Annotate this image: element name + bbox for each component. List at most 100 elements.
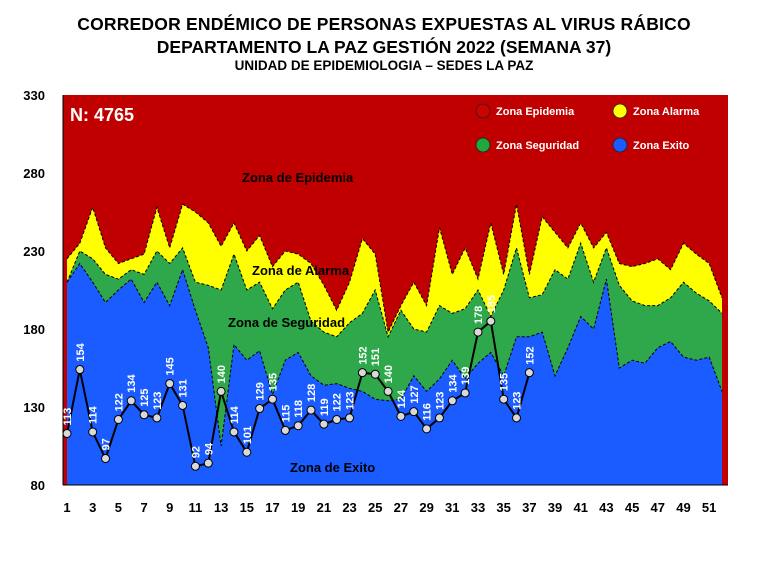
observed-data-label: 134 xyxy=(126,374,138,393)
observed-point xyxy=(113,414,123,424)
legend-label: Zona Exito xyxy=(633,140,690,152)
y-tick-label: 130 xyxy=(23,400,45,415)
n-total-annotation: N: 4765 xyxy=(70,105,134,125)
x-tick-label: 21 xyxy=(317,500,331,515)
chart-subtitle: DEPARTAMENTO LA PAZ GESTIÓN 2022 (SEMANA… xyxy=(156,37,612,57)
x-tick-label: 29 xyxy=(419,500,433,515)
observed-point xyxy=(447,396,457,406)
observed-data-label: 154 xyxy=(75,342,87,361)
legend-marker xyxy=(475,137,491,153)
legend-marker xyxy=(475,103,491,119)
x-tick-label: 3 xyxy=(89,500,96,515)
observed-point xyxy=(88,427,98,437)
observed-point xyxy=(357,368,367,378)
observed-point xyxy=(280,425,290,435)
observed-data-label: 151 xyxy=(370,348,382,366)
observed-data-label: 114 xyxy=(229,405,241,424)
observed-data-label: 129 xyxy=(255,382,267,400)
x-tick-label: 41 xyxy=(573,500,587,515)
x-tick-label: 43 xyxy=(599,500,613,515)
x-tick-label: 17 xyxy=(265,500,279,515)
observed-data-label: 178 xyxy=(473,306,485,324)
x-tick-label: 35 xyxy=(496,500,510,515)
observed-point xyxy=(229,427,239,437)
x-tick-label: 13 xyxy=(214,500,228,515)
observed-data-label: 152 xyxy=(524,346,536,364)
observed-point xyxy=(255,404,265,414)
observed-point xyxy=(422,424,432,434)
zone-exito-boundary xyxy=(66,262,723,447)
observed-data-label: 185 xyxy=(486,295,498,313)
observed-point xyxy=(126,396,136,406)
x-tick-label: 25 xyxy=(368,500,382,515)
observed-data-label: 113 xyxy=(62,408,74,426)
x-tick-label: 1 xyxy=(63,500,70,515)
observed-point xyxy=(409,407,419,417)
observed-data-label: 92 xyxy=(190,446,202,458)
x-tick-label: 47 xyxy=(651,500,665,515)
observed-point xyxy=(460,388,470,398)
observed-point xyxy=(396,411,406,421)
observed-point xyxy=(434,413,444,423)
y-tick-label: 330 xyxy=(23,88,45,103)
x-tick-label: 45 xyxy=(625,500,639,515)
observed-data-label: 116 xyxy=(422,403,434,421)
y-tick-label: 80 xyxy=(31,478,45,493)
legend-marker xyxy=(612,103,628,119)
observed-point xyxy=(203,458,213,468)
x-tick-label: 23 xyxy=(342,500,356,515)
observed-point xyxy=(75,365,85,375)
observed-point xyxy=(512,413,522,423)
zone-label: Zona de Epidemia xyxy=(242,170,354,185)
legend-label: Zona Alarma xyxy=(633,106,700,118)
observed-data-label: 125 xyxy=(139,388,151,406)
zone-label: Zona de Alarma xyxy=(252,263,350,278)
observed-data-label: 145 xyxy=(165,357,177,375)
observed-data-label: 152 xyxy=(357,346,369,364)
observed-point xyxy=(178,400,188,410)
observed-data-label: 140 xyxy=(216,365,228,383)
observed-data-label: 114 xyxy=(88,405,100,424)
observed-data-label: 124 xyxy=(396,389,408,408)
x-tick-label: 11 xyxy=(189,500,203,515)
x-tick-label: 7 xyxy=(140,500,147,515)
observed-data-label: 101 xyxy=(242,426,254,444)
observed-point xyxy=(332,414,342,424)
zone-label: Zona de Seguridad xyxy=(228,315,345,330)
x-tick-label: 5 xyxy=(115,500,122,515)
zone-seguridad-boundary xyxy=(66,241,723,339)
observed-point xyxy=(383,386,393,396)
chart-title: CORREDOR ENDÉMICO DE PERSONAS EXPUESTAS … xyxy=(77,14,691,34)
observed-point xyxy=(190,461,200,471)
observed-data-label: 123 xyxy=(512,392,524,410)
x-tick-label: 15 xyxy=(240,500,254,515)
observed-point xyxy=(306,405,316,415)
observed-point xyxy=(216,386,226,396)
observed-point xyxy=(293,421,303,431)
observed-data-label: 118 xyxy=(293,400,305,418)
observed-point xyxy=(524,368,534,378)
y-tick-label: 180 xyxy=(23,322,45,337)
observed-point xyxy=(242,447,252,457)
observed-data-label: 123 xyxy=(434,392,446,410)
x-tick-label: 33 xyxy=(471,500,485,515)
observed-data-label: 97 xyxy=(101,438,113,450)
x-tick-label: 9 xyxy=(166,500,173,515)
observed-point xyxy=(499,394,509,404)
observed-data-label: 122 xyxy=(332,393,344,411)
observed-data-label: 119 xyxy=(319,398,331,416)
observed-point xyxy=(370,369,380,379)
observed-data-label: 139 xyxy=(460,367,472,385)
observed-point xyxy=(345,413,355,423)
observed-point xyxy=(486,316,496,326)
observed-point xyxy=(473,327,483,337)
y-tick-label: 280 xyxy=(23,166,45,181)
x-tick-label: 37 xyxy=(522,500,536,515)
observed-data-label: 122 xyxy=(113,393,125,411)
chart-subtitle-unit: UNIDAD DE EPIDEMIOLOGIA – SEDES LA PAZ xyxy=(234,58,534,73)
observed-point xyxy=(319,419,329,429)
observed-point xyxy=(139,410,149,420)
legend-label: Zona Seguridad xyxy=(496,140,579,152)
x-tick-label: 19 xyxy=(291,500,305,515)
